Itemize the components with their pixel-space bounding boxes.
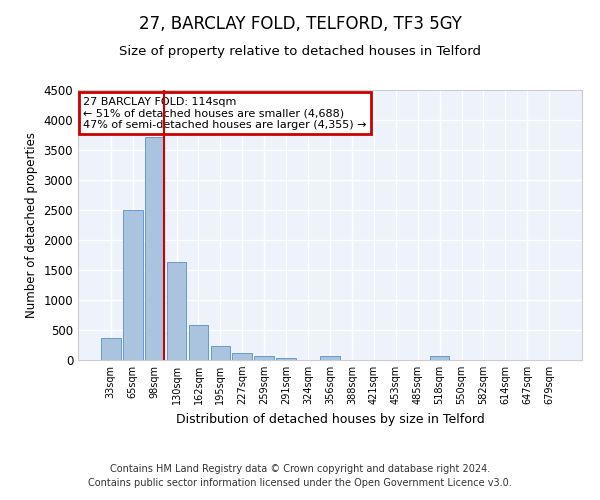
Bar [123, 210, 143, 360]
Bar [101, 338, 121, 360]
Bar [254, 356, 274, 360]
Y-axis label: Number of detached properties: Number of detached properties [25, 132, 38, 318]
Bar [232, 354, 252, 360]
Text: Size of property relative to detached houses in Telford: Size of property relative to detached ho… [119, 45, 481, 58]
Bar [211, 346, 230, 360]
Bar [320, 356, 340, 360]
Bar [145, 137, 164, 360]
Text: 27, BARCLAY FOLD, TELFORD, TF3 5GY: 27, BARCLAY FOLD, TELFORD, TF3 5GY [139, 15, 461, 33]
Bar [276, 358, 296, 360]
X-axis label: Distribution of detached houses by size in Telford: Distribution of detached houses by size … [176, 412, 484, 426]
Text: 27 BARCLAY FOLD: 114sqm
← 51% of detached houses are smaller (4,688)
47% of semi: 27 BARCLAY FOLD: 114sqm ← 51% of detache… [83, 97, 367, 130]
Bar [167, 262, 187, 360]
Text: Contains HM Land Registry data © Crown copyright and database right 2024.
Contai: Contains HM Land Registry data © Crown c… [88, 464, 512, 487]
Bar [430, 356, 449, 360]
Bar [188, 324, 208, 360]
